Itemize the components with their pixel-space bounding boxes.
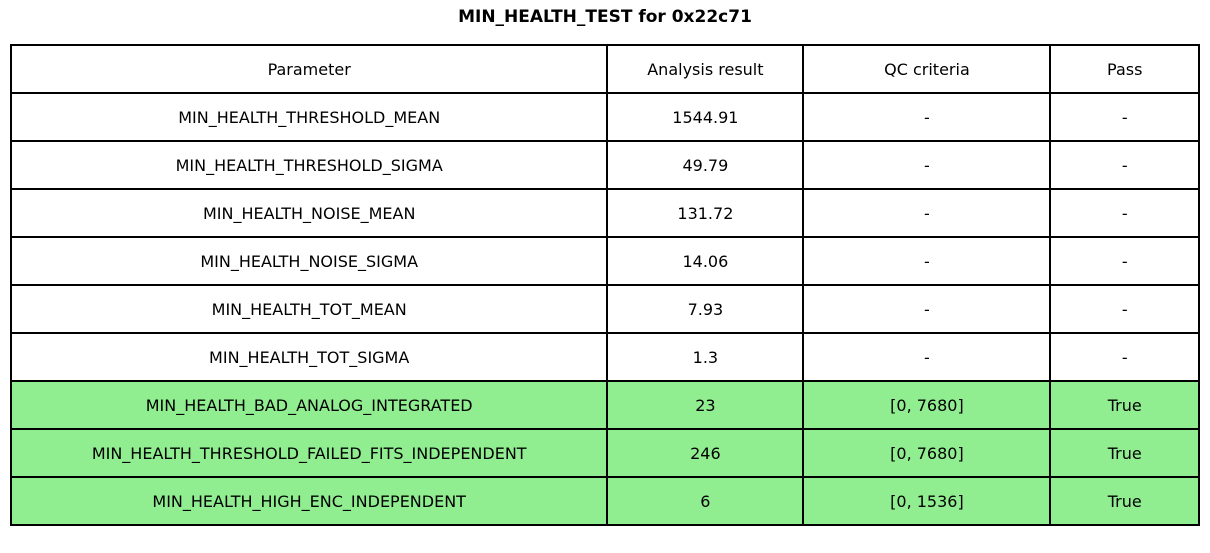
cell-analysis-result: 246	[606, 428, 805, 478]
table-header: Parameter Analysis result QC criteria Pa…	[9, 44, 1200, 94]
table-row: MIN_HEALTH_TOT_SIGMA 1.3- -	[9, 332, 1200, 382]
chart-title: MIN_HEALTH_TEST for 0x22c71	[458, 7, 752, 27]
column-header-qc-criteria: QC criteria	[802, 44, 1052, 94]
cell-pass: -	[1049, 236, 1200, 286]
cell-pass: -	[1049, 284, 1200, 334]
cell-parameter: MIN_HEALTH_BAD_ANALOG_INTEGRATED	[9, 380, 609, 430]
cell-parameter: MIN_HEALTH_TOT_MEAN	[9, 284, 609, 334]
header-row: Parameter Analysis result QC criteria Pa…	[9, 44, 1200, 94]
cell-qc-criteria: -	[802, 188, 1052, 238]
cell-analysis-result: 7.93	[606, 284, 805, 334]
cell-pass: -	[1049, 188, 1200, 238]
cell-pass: -	[1049, 140, 1200, 190]
table-row: MIN_HEALTH_BAD_ANALOG_INTEGRATED 23 [0, 76…	[9, 380, 1200, 430]
cell-parameter: MIN_HEALTH_THRESHOLD_FAILED_FITS_INDEPEN…	[9, 428, 609, 478]
table-row: MIN_HEALTH_THRESHOLD_MEAN 1544.91- -	[9, 92, 1200, 142]
cell-qc-criteria: -	[802, 284, 1052, 334]
cell-pass: -	[1049, 92, 1200, 142]
column-header-parameter: Parameter	[9, 44, 609, 94]
cell-pass: -	[1049, 332, 1200, 382]
cell-parameter: MIN_HEALTH_NOISE_SIGMA	[9, 236, 609, 286]
table-row: MIN_HEALTH_TOT_MEAN 7.93- -	[9, 284, 1200, 334]
cell-qc-criteria: -	[802, 140, 1052, 190]
cell-analysis-result: 49.79	[606, 140, 805, 190]
cell-pass: True	[1049, 428, 1200, 478]
cell-analysis-result: 14.06	[606, 236, 805, 286]
cell-qc-criteria: -	[802, 332, 1052, 382]
cell-qc-criteria: -	[802, 92, 1052, 142]
cell-pass: True	[1049, 380, 1200, 430]
cell-analysis-result: 1544.91	[606, 92, 805, 142]
table-row: MIN_HEALTH_NOISE_SIGMA 14.06- -	[9, 236, 1200, 286]
cell-analysis-result: 6	[606, 476, 805, 526]
cell-parameter: MIN_HEALTH_THRESHOLD_MEAN	[9, 92, 609, 142]
cell-qc-criteria: [0, 1536]	[802, 476, 1052, 526]
cell-qc-criteria: [0, 7680]	[802, 380, 1052, 430]
table-row: MIN_HEALTH_HIGH_ENC_INDEPENDENT 6 [0, 1536…	[9, 476, 1200, 526]
table-row: MIN_HEALTH_THRESHOLD_FAILED_FITS_INDEPEN…	[9, 428, 1200, 478]
table-body: MIN_HEALTH_THRESHOLD_MEAN 1544.91- - MIN_HE…	[9, 92, 1200, 526]
table-row: MIN_HEALTH_NOISE_MEAN 131.72- -	[9, 188, 1200, 238]
table-row: MIN_HEALTH_THRESHOLD_SIGMA 49.79- -	[9, 140, 1200, 190]
cell-parameter: MIN_HEALTH_TOT_SIGMA	[9, 332, 609, 382]
cell-analysis-result: 131.72	[606, 188, 805, 238]
cell-parameter: MIN_HEALTH_NOISE_MEAN	[9, 188, 609, 238]
cell-analysis-result: 23	[606, 380, 805, 430]
column-header-analysis-result: Analysis result	[606, 44, 805, 94]
cell-analysis-result: 1.3	[606, 332, 805, 382]
column-header-pass: Pass	[1049, 44, 1200, 94]
cell-parameter: MIN_HEALTH_THRESHOLD_SIGMA	[9, 140, 609, 190]
cell-qc-criteria: -	[802, 236, 1052, 286]
cell-parameter: MIN_HEALTH_HIGH_ENC_INDEPENDENT	[9, 476, 609, 526]
qc-results-table: Parameter Analysis result QC criteria Pa…	[9, 44, 1200, 526]
cell-qc-criteria: [0, 7680]	[802, 428, 1052, 478]
cell-pass: True	[1049, 476, 1200, 526]
